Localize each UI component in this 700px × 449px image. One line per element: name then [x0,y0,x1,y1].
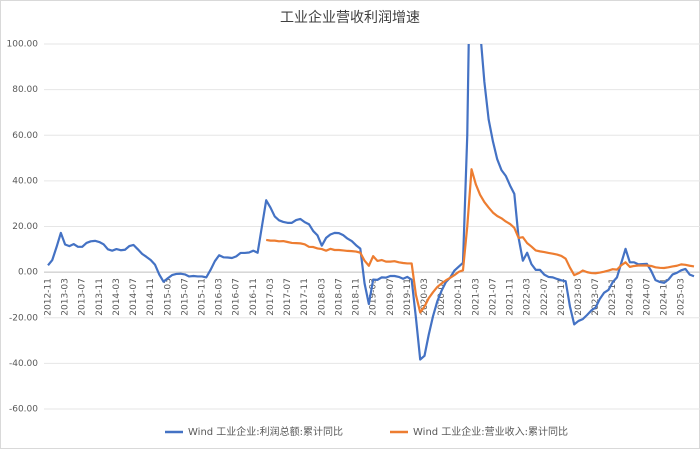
x-tick-label: 2021-11 [506,278,516,316]
data-line [266,168,695,314]
y-tick-label: 0.00 [18,268,38,278]
x-tick-label: 2023-07 [591,278,601,316]
y-tick-label: -20.00 [9,313,38,323]
x-tick-label: 2021-07 [488,278,498,316]
chart-title: 工业企业营收利润增速 [280,9,420,26]
x-tick-label: 2020-11 [454,278,464,316]
x-tick-label: 2017-03 [266,278,276,316]
x-tick-label: 2021-03 [471,278,481,316]
x-tick-label: 2022-07 [540,278,550,316]
x-tick-label: 2018-11 [352,278,362,316]
y-tick-label: 80.00 [12,85,38,95]
x-tick-label: 2012-11 [44,278,54,316]
y-tick-label: 100.00 [7,40,39,50]
x-tick-label: 2015-11 [198,278,208,316]
x-tick-label: 2016-07 [232,278,242,316]
x-tick-label: 2018-07 [334,278,344,316]
x-tick-label: 2022-03 [523,278,533,316]
x-tick-label: 2024-03 [625,278,635,316]
y-tick-label: -40.00 [9,359,38,369]
x-tick-label: 2016-03 [215,278,225,316]
x-tick-label: 2022-11 [557,278,567,316]
x-tick-label: 2025-03 [677,278,687,316]
y-tick-label: 60.00 [12,131,38,141]
x-tick-label: 2019-03 [369,278,379,316]
x-tick-label: 2014-03 [112,278,122,316]
x-tick-label: 2014-11 [146,278,156,316]
x-tick-label: 2016-11 [249,278,259,316]
y-tick-label: -60.00 [9,405,38,415]
x-tick-label: 2013-03 [61,278,71,316]
legend-label: Wind 工业企业:营业收入:累计同比 [413,425,568,438]
legend-label: Wind 工业企业:利润总额:累计同比 [188,425,343,438]
x-tick-label: 2023-11 [608,278,618,316]
x-tick-label: 2017-07 [283,278,293,316]
x-tick-label: 2014-07 [129,278,139,316]
x-tick-label: 2018-03 [317,278,327,316]
plot-area [47,44,695,361]
data-line [47,44,695,361]
x-tick-label: 2015-03 [163,278,173,316]
x-tick-label: 2019-07 [386,278,396,316]
x-tick-label: 2017-11 [300,278,310,316]
y-tick-label: 40.00 [12,176,38,186]
y-tick-label: 20.00 [12,222,38,232]
x-tick-label: 2024-11 [660,278,670,316]
x-tick-label: 2013-07 [78,278,88,316]
x-tick-label: 2024-07 [642,278,652,316]
x-tick-label: 2020-07 [437,278,447,316]
x-tick-label: 2013-11 [95,278,105,316]
x-tick-label: 2019-11 [403,278,413,316]
x-tick-label: 2023-03 [574,278,584,316]
x-tick-label: 2020-03 [420,278,430,316]
x-tick-label: 2015-07 [180,278,190,316]
